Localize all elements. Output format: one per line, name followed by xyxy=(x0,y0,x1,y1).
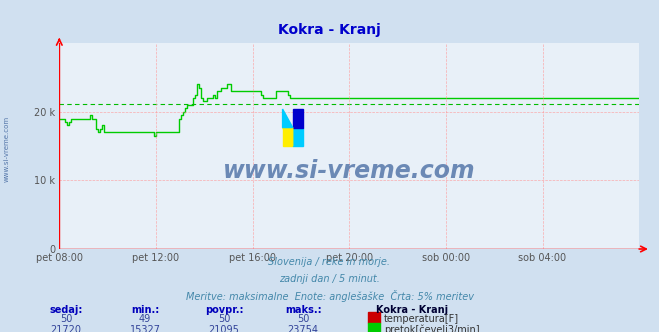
Text: Kokra - Kranj: Kokra - Kranj xyxy=(278,23,381,37)
Polygon shape xyxy=(283,127,293,146)
Bar xyxy=(293,109,303,127)
Text: sedaj:: sedaj: xyxy=(49,305,82,315)
Bar xyxy=(283,127,293,146)
Text: 21720: 21720 xyxy=(50,325,82,332)
Polygon shape xyxy=(283,109,293,127)
Text: Meritve: maksimalne  Enote: anglešaške  Črta: 5% meritev: Meritve: maksimalne Enote: anglešaške Čr… xyxy=(185,290,474,302)
Text: www.si-vreme.com: www.si-vreme.com xyxy=(3,116,10,183)
Text: zadnji dan / 5 minut.: zadnji dan / 5 minut. xyxy=(279,274,380,284)
Text: pretok[čevelj3/min]: pretok[čevelj3/min] xyxy=(384,325,480,332)
Text: maks.:: maks.: xyxy=(285,305,322,315)
Text: 50: 50 xyxy=(60,314,72,324)
Text: www.si-vreme.com: www.si-vreme.com xyxy=(223,159,476,183)
Text: 23754: 23754 xyxy=(287,325,319,332)
Text: 50: 50 xyxy=(297,314,309,324)
Text: Kokra - Kranj: Kokra - Kranj xyxy=(376,305,447,315)
Text: 49: 49 xyxy=(139,314,151,324)
Text: temperatura[F]: temperatura[F] xyxy=(384,314,459,324)
Text: povpr.:: povpr.: xyxy=(205,305,243,315)
Bar xyxy=(293,127,303,146)
Text: Slovenija / reke in morje.: Slovenija / reke in morje. xyxy=(268,257,391,267)
Text: 15327: 15327 xyxy=(129,325,161,332)
Text: 50: 50 xyxy=(218,314,230,324)
Text: min.:: min.: xyxy=(131,305,159,315)
Text: 21095: 21095 xyxy=(209,325,239,332)
